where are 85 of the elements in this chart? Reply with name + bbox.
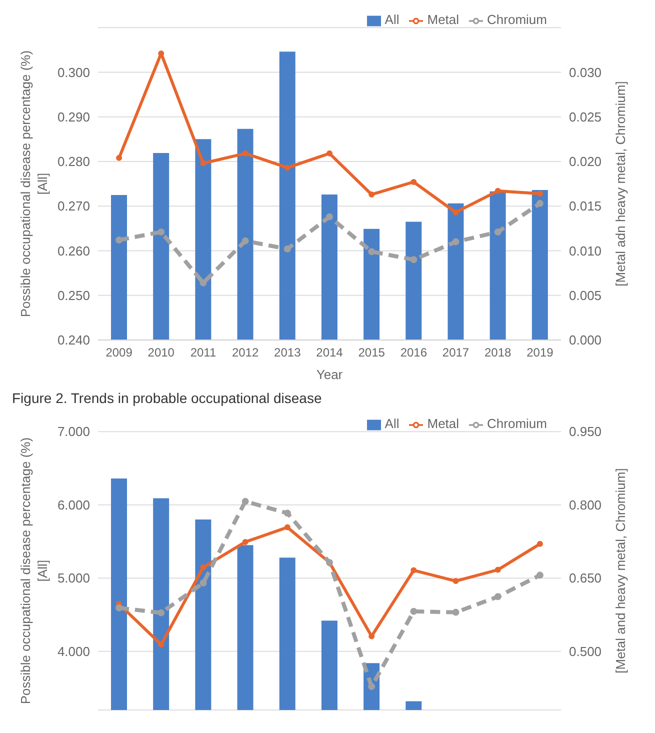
- point: [284, 524, 290, 530]
- point: [242, 237, 249, 244]
- point: [536, 540, 543, 547]
- y-tick-label: 0.260: [57, 243, 90, 258]
- point: [242, 538, 248, 545]
- y2-tick-label: 0.015: [569, 198, 602, 214]
- point: [242, 150, 248, 156]
- point: [200, 160, 206, 166]
- y-tick-label: 5.000: [57, 570, 90, 586]
- y2-tick-label: 0.030: [569, 64, 602, 80]
- x-tick-label: 2011: [190, 346, 216, 360]
- y-tick-label: 6.000: [57, 497, 90, 512]
- caption: Figure 2. Trends in probable occupational disease: [11, 389, 323, 408]
- y2-tick-label: 0.650: [569, 570, 602, 586]
- x-tick-label: 2018: [484, 346, 512, 360]
- legend-label: Chromium: [487, 12, 547, 27]
- y-tick-label: 0.240: [57, 332, 90, 348]
- y-tick-label: 0.270: [57, 198, 90, 214]
- y2-tick-label: 0.020: [569, 154, 602, 170]
- point: [410, 608, 418, 615]
- legend-label: Metal: [427, 12, 460, 27]
- point: [410, 256, 418, 264]
- y-axis-title: Possible occupational disease percentage (%) [All]: [18, 50, 50, 318]
- legend-label: Chromium: [487, 416, 547, 431]
- point: [158, 609, 165, 616]
- y-tick-label: 7.000: [57, 424, 90, 440]
- x-tick-label: 2010: [148, 346, 175, 360]
- y-tick-label: 0.280: [57, 154, 90, 170]
- x-tick-label: 2009: [106, 346, 133, 360]
- point: [368, 248, 376, 256]
- y2-tick-label: 0.010: [569, 243, 602, 258]
- point: [452, 238, 460, 246]
- y2-tick-label: 0.800: [569, 497, 602, 512]
- x-tick-label: 2014: [316, 346, 344, 360]
- point: [494, 566, 501, 573]
- y2-tick-label: 0.500: [569, 644, 602, 659]
- point: [284, 245, 291, 252]
- point: [200, 279, 207, 286]
- point: [494, 188, 501, 194]
- point: [452, 608, 460, 616]
- y2-axis-title: [Metal and heavy metal, Chromium]: [613, 468, 628, 674]
- legend-label: All: [384, 12, 400, 27]
- point: [284, 510, 291, 517]
- x-tick-label: 2016: [400, 346, 428, 360]
- point: [284, 164, 290, 171]
- point: [536, 572, 544, 579]
- y-tick-label: 0.290: [57, 109, 90, 124]
- point: [326, 150, 332, 156]
- y-tick-label: 4.000: [57, 644, 90, 659]
- point: [494, 228, 502, 236]
- point: [116, 154, 122, 161]
- x-tick-label: 2012: [232, 346, 259, 360]
- point: [368, 191, 375, 198]
- y2-tick-label: 0.005: [569, 288, 602, 303]
- point: [410, 567, 417, 574]
- y2-tick-label: 0.000: [569, 332, 602, 348]
- point: [326, 213, 333, 220]
- point: [536, 190, 543, 197]
- point: [536, 200, 544, 207]
- y-tick-label: 0.300: [57, 64, 90, 80]
- point: [410, 178, 417, 185]
- point: [200, 579, 207, 586]
- point: [494, 593, 502, 600]
- point: [158, 228, 165, 236]
- y2-tick-label: 0.950: [569, 424, 602, 440]
- x-axis-title: Year: [316, 367, 344, 382]
- legend-label: All: [384, 416, 400, 431]
- point: [116, 604, 123, 612]
- point: [200, 564, 206, 570]
- point: [452, 578, 459, 584]
- y2-axis-title: [Metal adn heavy metal, Chromium]: [613, 81, 628, 286]
- x-tick-label: 2019: [526, 346, 554, 360]
- point: [158, 642, 164, 648]
- x-tick-label: 2017: [442, 346, 470, 360]
- point: [116, 236, 123, 244]
- legend-label: Metal: [427, 416, 460, 431]
- x-tick-label: 2015: [358, 346, 386, 360]
- point: [368, 683, 376, 690]
- y2-tick-label: 0.025: [569, 109, 602, 124]
- point: [368, 633, 375, 640]
- y-axis-title: Possible occupational disease percentage (%) [All]: [18, 437, 50, 704]
- point: [452, 209, 459, 216]
- x-tick-label: 2013: [274, 346, 302, 360]
- point: [242, 498, 249, 505]
- y-tick-label: 0.250: [57, 288, 90, 303]
